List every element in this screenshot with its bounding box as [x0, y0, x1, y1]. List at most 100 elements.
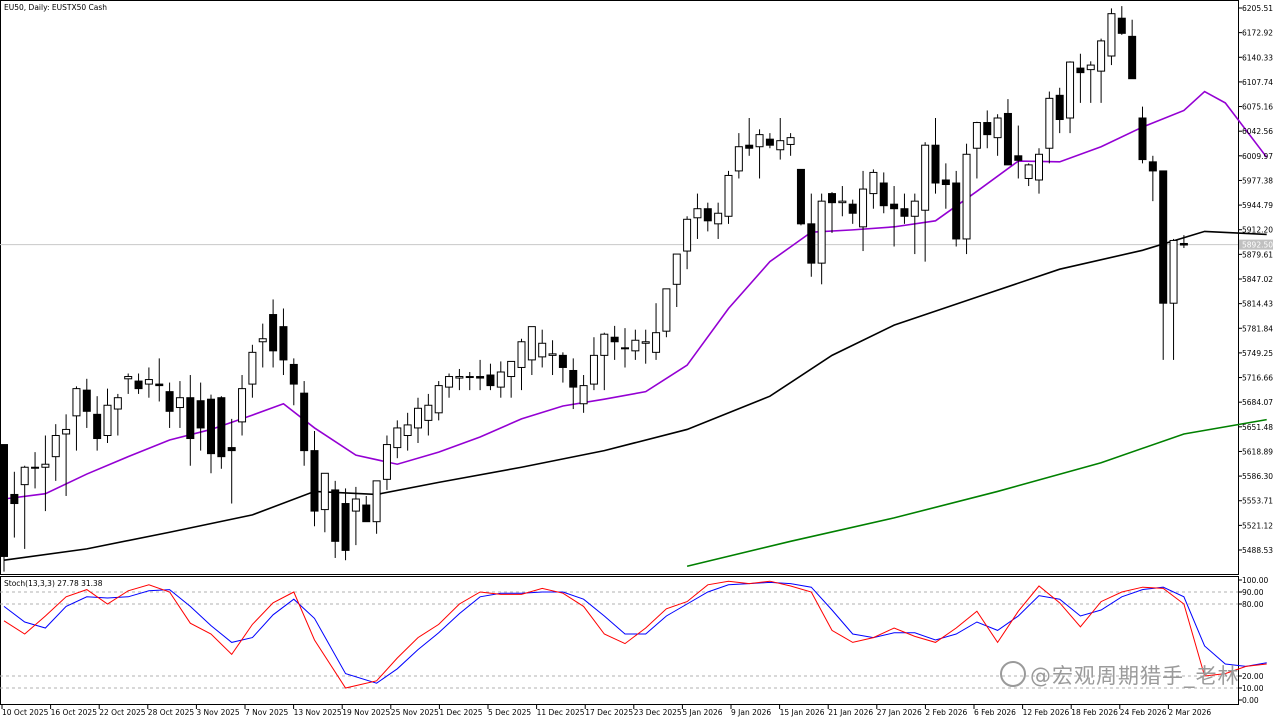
candle — [362, 495, 371, 523]
candle-body-up — [434, 385, 443, 414]
price-axis: 6205.51 6172.92 6140.33 6107.74 6075.16 6042.… — [1238, 4, 1273, 555]
watermark-logo-icon — [1000, 661, 1026, 687]
candle — [403, 412, 412, 451]
candle — [72, 386, 81, 451]
candle-body-up — [621, 347, 629, 350]
candle — [993, 114, 1002, 156]
candle — [838, 186, 847, 217]
candle-body-up — [859, 188, 868, 228]
candle — [434, 381, 443, 421]
candle — [10, 471, 19, 538]
candle — [869, 169, 878, 209]
price-tick-label: 5488.53 — [1242, 546, 1273, 555]
candle-body-up — [393, 427, 402, 449]
candle-body-down — [300, 392, 309, 452]
candle — [279, 308, 288, 376]
candle-body-down — [1117, 17, 1126, 34]
candle — [765, 133, 774, 149]
candle — [424, 393, 433, 436]
candle-body-up — [445, 376, 454, 388]
candle-body-down — [931, 144, 940, 184]
date-tick-label: 13 Nov 2025 — [294, 708, 342, 717]
price-tick-label: 6107.74 — [1242, 78, 1273, 87]
candle — [165, 382, 174, 428]
candle-body-up — [652, 332, 661, 353]
candle-body-up — [672, 253, 681, 285]
candle-body-up — [351, 498, 360, 512]
indicator-grid — [0, 591, 1238, 689]
candle — [227, 418, 236, 504]
indicator-tick-label: 10.00 — [1242, 684, 1264, 693]
date-tick-label: 15 Jan 2026 — [780, 708, 825, 717]
candle — [641, 329, 650, 364]
candle — [207, 394, 215, 474]
price-tick-label: 6075.16 — [1242, 103, 1273, 112]
candle — [41, 435, 50, 512]
candle — [248, 344, 257, 398]
candle — [1097, 38, 1106, 103]
candle — [579, 375, 588, 413]
candle — [62, 414, 71, 496]
candle — [320, 472, 329, 533]
candle-body-up — [776, 140, 785, 151]
candle-body-up — [527, 326, 536, 361]
candle — [465, 371, 474, 391]
candle-body-down — [93, 413, 102, 440]
candle — [351, 486, 360, 546]
candle — [372, 480, 381, 534]
candle-body-up — [403, 424, 412, 436]
price-tick-label: 6140.33 — [1242, 53, 1273, 62]
candle-body-down — [186, 397, 195, 440]
candle — [796, 168, 805, 226]
candle — [310, 430, 319, 527]
candle — [124, 373, 133, 394]
candle-body-up — [238, 388, 247, 423]
candle-body-up — [248, 351, 257, 385]
candle — [941, 163, 950, 209]
price-tick-label: 5977.38 — [1242, 176, 1273, 185]
price-tick-label: 5586.30 — [1242, 472, 1273, 481]
candle-body-down — [476, 376, 485, 379]
candle-body-down — [879, 182, 888, 207]
candle — [486, 363, 495, 391]
candle-body-up — [734, 146, 743, 172]
candle-body-up — [714, 212, 723, 225]
candle-body-up — [993, 117, 1002, 139]
candle — [848, 199, 857, 224]
candle-body-down — [269, 314, 278, 352]
candle-body-down — [0, 444, 8, 557]
candle — [631, 329, 640, 360]
candle — [1128, 19, 1137, 80]
date-tick-label: 12 Feb 2026 — [1023, 708, 1070, 717]
date-tick-label: 18 Feb 2026 — [1071, 708, 1118, 717]
candle-body-up — [548, 353, 557, 356]
candle — [693, 193, 702, 239]
candle-body-up — [1107, 13, 1116, 57]
candle-body-down — [227, 447, 236, 452]
candle-body-down — [1014, 155, 1023, 161]
date-tick-label: 10 Oct 2025 — [2, 708, 49, 717]
price-tick-label: 5781.84 — [1242, 324, 1273, 333]
price-tick-label: 5847.02 — [1242, 275, 1273, 284]
indicator-tick-label: 100.00 — [1242, 576, 1268, 585]
candle-body-down — [610, 336, 619, 343]
watermark-text: @宏观周期猎手_老林 — [1030, 664, 1240, 688]
candle — [621, 328, 629, 368]
date-tick-label: 2 Feb 2026 — [925, 708, 967, 717]
stochastic-lines — [3, 580, 1267, 689]
candle-body-up — [496, 371, 505, 388]
candle — [20, 465, 29, 549]
candle-body-up — [641, 341, 650, 344]
candle — [1024, 163, 1033, 187]
date-tick-label: 7 Nov 2025 — [245, 708, 288, 717]
date-tick-label: 5 Jan 2026 — [682, 708, 722, 717]
moving-average-line-2 — [3, 230, 1267, 562]
candle — [972, 121, 981, 179]
candle — [1086, 61, 1095, 103]
date-tick-label: 17 Dec 2025 — [585, 708, 633, 717]
candle-body-up — [424, 404, 433, 421]
price-tick-label: 5944.79 — [1242, 201, 1273, 210]
candle-body-up — [786, 137, 795, 145]
candle-body-up — [1066, 61, 1075, 119]
